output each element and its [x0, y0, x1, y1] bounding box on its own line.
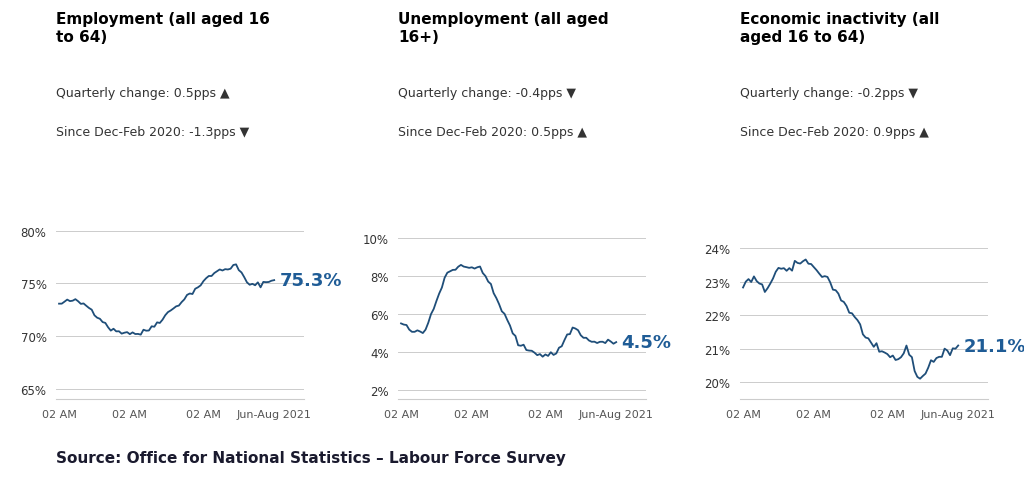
Text: Since Dec-Feb 2020: 0.5pps ▲: Since Dec-Feb 2020: 0.5pps ▲: [398, 126, 588, 139]
Text: Quarterly change: -0.2pps ▼: Quarterly change: -0.2pps ▼: [740, 87, 919, 100]
Text: Unemployment (all aged
16+): Unemployment (all aged 16+): [398, 12, 609, 45]
Text: Since Dec-Feb 2020: -1.3pps ▼: Since Dec-Feb 2020: -1.3pps ▼: [56, 126, 250, 139]
Text: Quarterly change: -0.4pps ▼: Quarterly change: -0.4pps ▼: [398, 87, 577, 100]
Text: 75.3%: 75.3%: [280, 272, 342, 289]
Text: Quarterly change: 0.5pps ▲: Quarterly change: 0.5pps ▲: [56, 87, 230, 100]
Text: 21.1%: 21.1%: [964, 337, 1024, 355]
Text: Employment (all aged 16
to 64): Employment (all aged 16 to 64): [56, 12, 270, 45]
Text: Source: Office for National Statistics – Labour Force Survey: Source: Office for National Statistics –…: [56, 450, 566, 465]
Text: 4.5%: 4.5%: [622, 333, 672, 351]
Text: Since Dec-Feb 2020: 0.9pps ▲: Since Dec-Feb 2020: 0.9pps ▲: [740, 126, 929, 139]
Text: Economic inactivity (all
aged 16 to 64): Economic inactivity (all aged 16 to 64): [740, 12, 940, 45]
